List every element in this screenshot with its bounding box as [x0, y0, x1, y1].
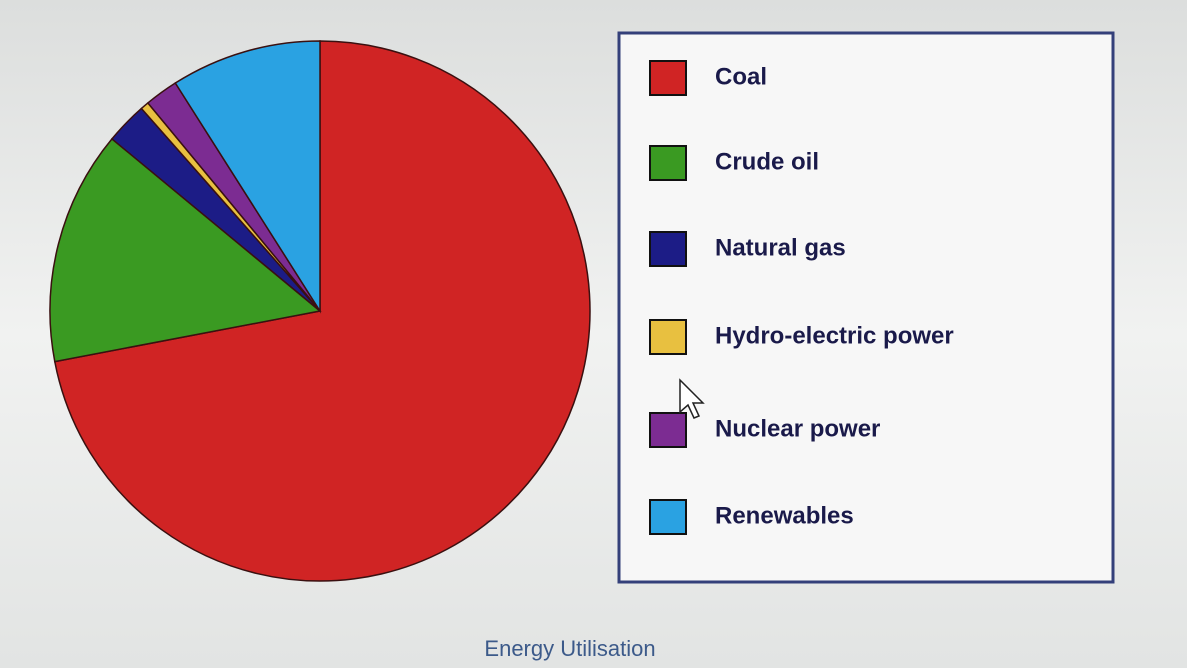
legend-label: Renewables	[715, 502, 854, 529]
legend-label: Natural gas	[715, 234, 846, 261]
legend-label: Coal	[715, 63, 767, 90]
legend-swatch	[650, 232, 686, 266]
chart: Coal Crude oil Natural gas Hydro-electric p…	[0, 0, 1187, 668]
legend-swatch	[650, 500, 686, 534]
legend-swatch	[650, 146, 686, 180]
chart-title: Energy Utilisation	[484, 636, 655, 661]
legend-label: Nuclear power	[715, 415, 880, 442]
legend-label: Hydro-electric power	[715, 322, 954, 349]
page: Coal Crude oil Natural gas Hydro-electric p…	[0, 0, 1187, 668]
pie	[50, 41, 590, 581]
legend-label: Crude oil	[715, 148, 819, 175]
legend-swatch	[650, 61, 686, 95]
legend-box	[619, 33, 1113, 582]
legend-swatch	[650, 320, 686, 354]
legend-swatch	[650, 413, 686, 447]
